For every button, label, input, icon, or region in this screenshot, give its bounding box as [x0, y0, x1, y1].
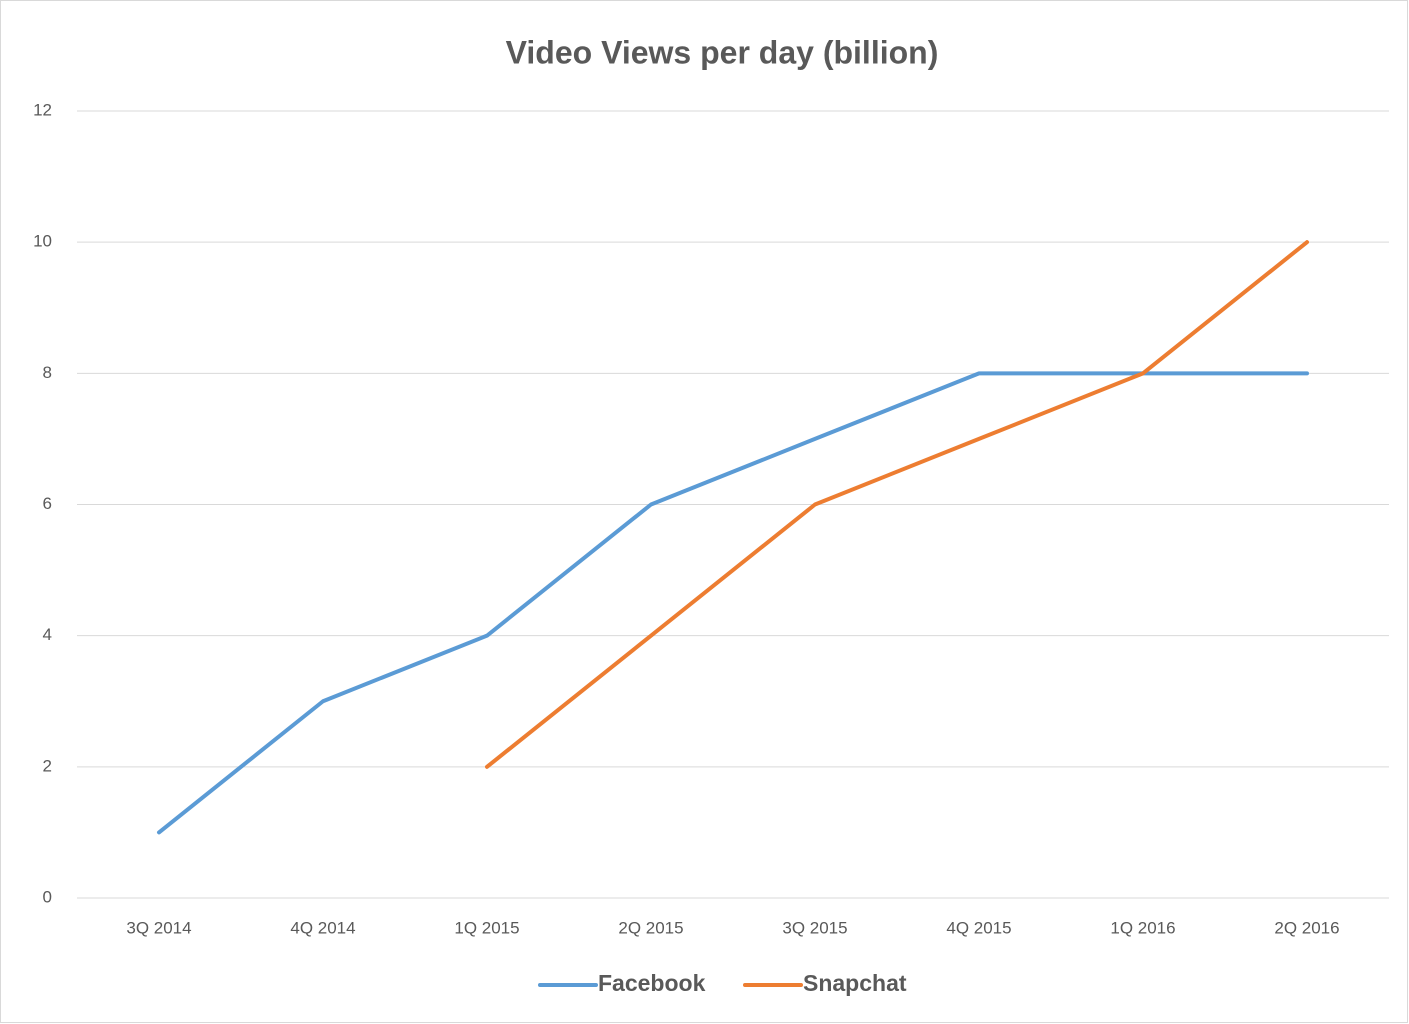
y-tick-label: 10 [33, 232, 52, 251]
x-tick-label: 1Q 2015 [454, 918, 519, 937]
x-tick-label: 4Q 2015 [946, 918, 1011, 937]
y-tick-label: 0 [43, 887, 52, 906]
y-tick-label: 12 [33, 100, 52, 119]
x-tick-label: 2Q 2015 [618, 918, 683, 937]
series-line [157, 371, 1309, 835]
x-tick-label: 3Q 2014 [126, 918, 191, 937]
x-tick-label: 1Q 2016 [1110, 918, 1175, 937]
y-tick-label: 6 [43, 494, 52, 513]
legend-label: Snapchat [803, 970, 907, 996]
series-line [485, 240, 1309, 769]
y-tick-label: 2 [43, 756, 52, 775]
x-tick-label: 2Q 2016 [1274, 918, 1339, 937]
x-tick-label: 3Q 2015 [782, 918, 847, 937]
y-tick-label: 8 [43, 363, 52, 382]
x-tick-label: 4Q 2014 [290, 918, 355, 937]
chart-title: Video Views per day (billion) [506, 34, 939, 70]
y-tick-label: 4 [43, 625, 52, 644]
legend-label: Facebook [598, 970, 706, 996]
